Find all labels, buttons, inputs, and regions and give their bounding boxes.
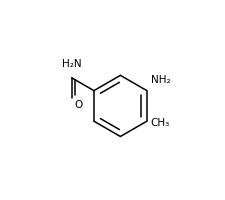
Text: NH₂: NH₂ xyxy=(151,75,170,85)
Text: CH₃: CH₃ xyxy=(151,118,170,128)
Text: O: O xyxy=(74,100,82,110)
Text: H₂N: H₂N xyxy=(62,59,81,69)
